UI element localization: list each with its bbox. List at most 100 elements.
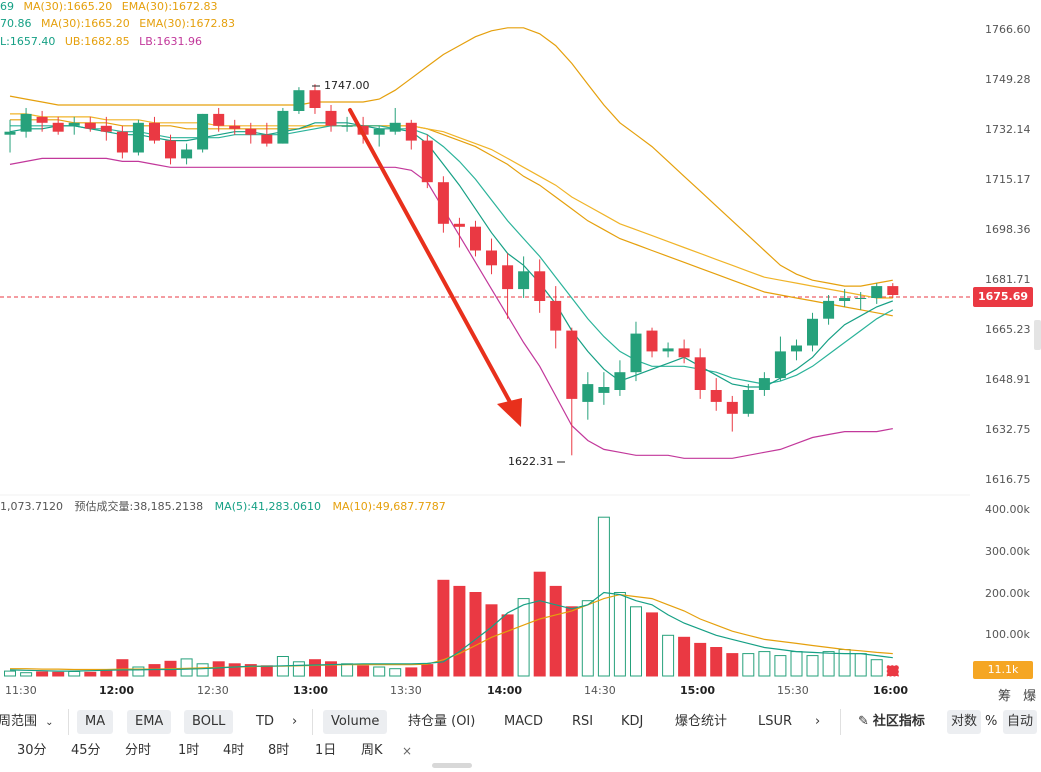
candle-body xyxy=(341,125,353,127)
candle-body xyxy=(20,113,32,132)
timeframe-weekly[interactable]: 周K xyxy=(361,743,383,758)
price-tick: 1616.75 xyxy=(985,473,1031,486)
legend-item-6: EMA(30):1672.83 xyxy=(139,17,236,30)
subchart-macd[interactable]: MACD xyxy=(504,714,543,729)
candle-body xyxy=(630,333,642,373)
volume-bar xyxy=(421,664,434,677)
timeframe-timeshare[interactable]: 分时 xyxy=(125,743,152,758)
candle-body xyxy=(100,125,112,132)
volume-bar xyxy=(389,668,402,677)
timeframe-45m[interactable]: 45分 xyxy=(71,743,101,758)
candle-body xyxy=(245,128,257,135)
candle-body xyxy=(453,223,465,227)
overlay-boll[interactable]: BOLL xyxy=(184,710,234,734)
scale-log[interactable]: 对数 xyxy=(947,710,982,734)
volume-bar xyxy=(405,667,418,677)
price-tick: 1732.14 xyxy=(985,123,1031,136)
volume-ma10: MA(10):49,687.7787 xyxy=(332,500,446,513)
candle-body xyxy=(774,351,786,379)
volume-bar xyxy=(373,666,386,677)
timeframe-8h[interactable]: 8时 xyxy=(268,743,290,758)
volume-bar xyxy=(565,606,578,677)
subchart-rsi[interactable]: RSI xyxy=(572,714,594,729)
volume-bar xyxy=(469,592,482,677)
candle-body xyxy=(662,348,674,352)
chips-distribution-icon[interactable]: 筹 xyxy=(998,689,1012,704)
candle-body xyxy=(293,90,305,111)
volume-bar xyxy=(597,516,610,677)
price-tick: 1632.75 xyxy=(985,423,1031,436)
time-tick: 11:30 xyxy=(5,684,37,697)
candle-body xyxy=(566,330,578,399)
overlay-ma[interactable]: MA xyxy=(77,710,114,734)
range-selector[interactable]: 周范围 ⌄ xyxy=(0,710,62,734)
overlay-more-icon[interactable]: › xyxy=(292,714,298,729)
volume-bar xyxy=(20,672,33,677)
volume-bar xyxy=(790,651,803,677)
candle-body xyxy=(36,116,48,123)
overlay-td[interactable]: TD xyxy=(256,714,274,729)
legend-item-3: EMA(30):1672.83 xyxy=(121,0,218,13)
candle-body xyxy=(325,110,337,126)
scale-percent[interactable]: % xyxy=(985,714,998,729)
candle-body xyxy=(550,300,562,331)
volume-bar xyxy=(212,661,225,677)
time-tick: 14:30 xyxy=(584,684,616,697)
price-tick: 1648.91 xyxy=(985,373,1031,386)
volume-bar xyxy=(485,604,498,677)
scale-auto[interactable]: 自动 xyxy=(1003,710,1038,734)
time-tick: 13:30 xyxy=(390,684,422,697)
volume-bar xyxy=(260,665,273,677)
subchart-lsur[interactable]: LSUR xyxy=(758,714,793,729)
candle-body xyxy=(710,390,722,402)
panel-collapse-handle[interactable] xyxy=(1034,320,1041,350)
legend-item-2: MA(30):1665.20 xyxy=(23,0,113,13)
low-price-label: 1622.31 xyxy=(508,455,554,468)
subchart-oi[interactable]: 持仓量 (OI) xyxy=(408,714,476,729)
community-label: 社区指标 xyxy=(872,714,925,729)
close-icon[interactable]: × xyxy=(402,744,413,758)
bollinger-bands xyxy=(9,27,893,459)
timeframe-1d[interactable]: 1日 xyxy=(315,743,337,758)
volume-ma-lines xyxy=(9,591,893,672)
volume-bar xyxy=(501,614,514,677)
candle-body xyxy=(149,122,160,141)
candle-body xyxy=(309,90,321,108)
subchart-kdj[interactable]: KDJ xyxy=(621,714,644,729)
overlay-ema[interactable]: EMA xyxy=(127,710,172,734)
current-price-tag: 1675.69 xyxy=(973,287,1033,307)
legend-item-1: 69 xyxy=(0,0,14,13)
edit-icon: ✎ xyxy=(858,714,869,729)
candle-body xyxy=(614,372,626,390)
candle-body xyxy=(678,348,690,358)
price-tick: 1698.36 xyxy=(985,223,1031,236)
candle-body xyxy=(68,122,80,126)
chart-canvas[interactable] xyxy=(0,0,1041,700)
timeframe-30m[interactable]: 30分 xyxy=(17,743,47,758)
volume-ma5: MA(5):41,283.0610 xyxy=(214,500,321,513)
resize-grip[interactable] xyxy=(432,763,472,768)
volume-bar xyxy=(180,658,193,677)
price-tick: 1715.17 xyxy=(985,173,1031,186)
subchart-liquidation[interactable]: 爆仓统计 xyxy=(675,714,728,729)
volume-bar xyxy=(453,585,466,677)
liquidation-icon[interactable]: 爆 xyxy=(1023,689,1037,704)
candle-body xyxy=(421,140,433,183)
volume-bar xyxy=(678,636,691,677)
time-tick: 16:00 xyxy=(873,684,909,697)
community-indicators-button[interactable]: ✎ 社区指标 xyxy=(850,710,933,734)
price-tick: 1749.28 xyxy=(985,73,1031,86)
timeframe-bar: 30分 45分 分时 1时 4时 8时 1日 周K × xyxy=(0,740,1041,762)
timeframe-4h[interactable]: 4时 xyxy=(223,743,245,758)
volume-bar xyxy=(437,579,450,677)
candle-body xyxy=(598,387,610,393)
candle-body xyxy=(823,300,835,319)
subchart-volume[interactable]: Volume xyxy=(323,710,388,734)
time-tick: 13:00 xyxy=(293,684,329,697)
boll-upper-band xyxy=(9,27,893,287)
legend-item-8: UB:1682.85 xyxy=(64,35,130,48)
subchart-more-icon[interactable]: › xyxy=(815,714,821,729)
timeframe-1h[interactable]: 1时 xyxy=(178,743,200,758)
candle-body xyxy=(373,128,385,135)
volume-bar xyxy=(613,592,626,677)
